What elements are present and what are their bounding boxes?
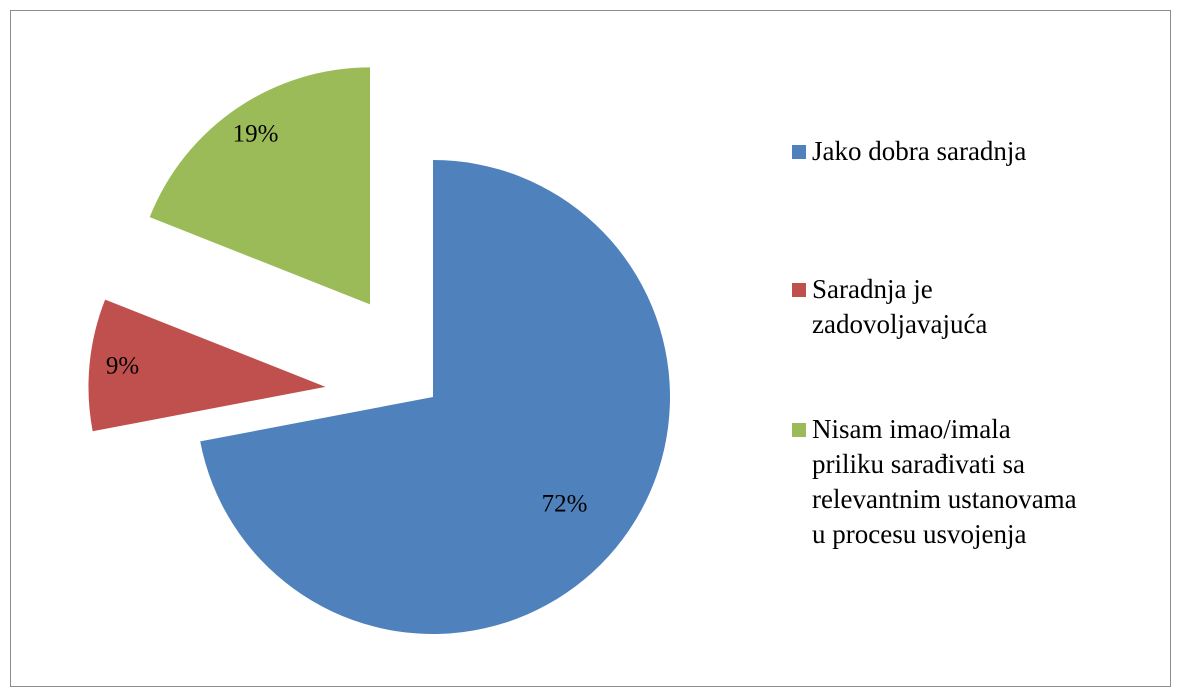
legend-swatch [792,423,806,437]
chart-frame [10,10,1171,687]
pie-slice [200,160,670,634]
legend-item: Nisam imao/imala priliku sarađivati sa r… [792,412,1082,552]
pie-slice [149,67,371,305]
data-label: 72% [542,491,588,518]
legend-swatch [792,283,806,297]
legend-item: Saradnja je zadovoljavajuća [792,272,1082,342]
data-label: 9% [106,352,139,379]
legend-item: Jako dobra saradnja [792,134,1082,169]
legend-label: Jako dobra saradnja [812,136,1027,166]
data-label: 19% [233,121,279,148]
legend-label: Nisam imao/imala priliku sarađivati sa r… [812,414,1077,549]
legend-label: Saradnja je zadovoljavajuća [812,274,988,339]
pie-slice [88,299,326,432]
legend-swatch [792,145,806,159]
